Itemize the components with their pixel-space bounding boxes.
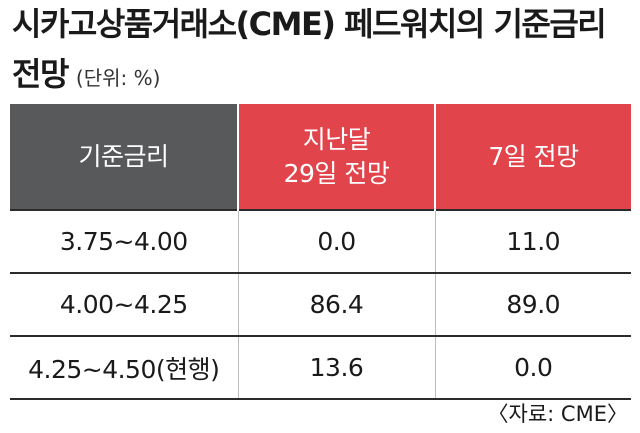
rate-range-cell: 4.25~4.50(현행) xyxy=(10,335,238,400)
rate-range-cell: 4.00~4.25 xyxy=(10,272,238,336)
prev-forecast-cell: 0.0 xyxy=(237,209,435,273)
unit-label: (단위: %) xyxy=(75,66,161,90)
table-row: 3.75~4.00 0.0 11.0 xyxy=(10,209,631,273)
rate-range-cell: 3.75~4.00 xyxy=(10,209,238,273)
chart-title-line2: 전망 (단위: %) xyxy=(12,54,160,98)
table-row: 4.00~4.25 86.4 89.0 xyxy=(10,272,631,336)
source-note: 〈자료: CME〉 xyxy=(487,402,628,426)
header-prev-forecast: 지난달 29일 전망 xyxy=(237,104,435,210)
chart-title: 시카고상품거래소(CME) 페드워치의 기준금리 xyxy=(12,5,607,43)
current-forecast-cell: 11.0 xyxy=(434,209,631,273)
header-rate-range: 기준금리 xyxy=(10,104,238,210)
header-row: 기준금리 지난달 29일 전망 7일 전망 xyxy=(10,104,631,210)
chart-title-continued: 전망 xyxy=(12,55,69,93)
prev-forecast-cell: 86.4 xyxy=(237,272,435,336)
current-forecast-cell: 89.0 xyxy=(434,272,631,336)
header-current-forecast: 7일 전망 xyxy=(434,104,631,210)
current-forecast-cell: 0.0 xyxy=(434,335,631,400)
prev-forecast-cell: 13.6 xyxy=(237,335,435,400)
table-row: 4.25~4.50(현행) 13.6 0.0 xyxy=(10,335,631,400)
rate-forecast-table: 기준금리 지난달 29일 전망 7일 전망 3.75~4.00 0.0 11.0… xyxy=(10,104,631,400)
